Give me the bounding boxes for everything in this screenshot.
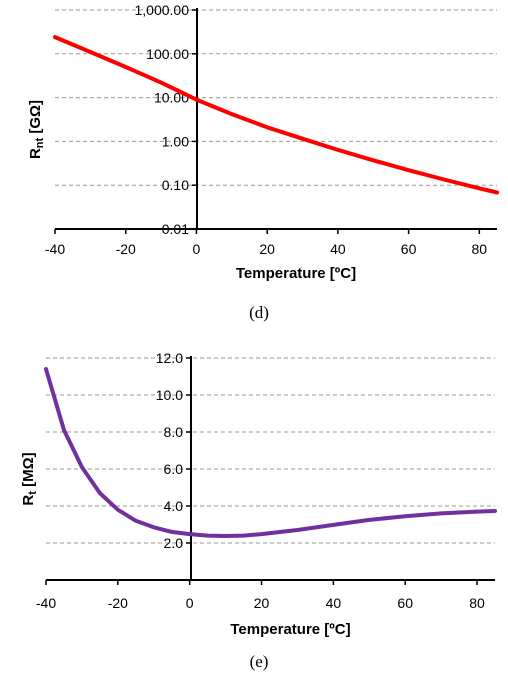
x-tick-label: -40 [45,241,65,257]
d-x-tick-labels: -40 -20 0 20 40 60 80 [45,229,487,257]
x-tick-label: 40 [330,241,346,257]
y-tick-label: 1.00 [162,133,189,149]
e-gridlines [46,357,495,544]
e-y-axis-title-sub: t [27,491,39,495]
x-tick-label: 0 [186,595,194,611]
x-tick-label: 60 [401,241,417,257]
y-tick-label: 0.01 [162,221,189,237]
d-y-axis-title: Rnt [GΩ] [27,100,46,159]
x-tick-label: 80 [472,241,488,257]
d-caption: (d) [249,303,269,322]
y-tick-label: 8.0 [164,424,184,440]
x-tick-label: 20 [259,241,275,257]
d-y-axis-title-sub: nt [34,137,46,148]
e-x-tick-labels: -40 -20 0 20 40 60 80 [36,580,485,611]
e-caption: (e) [250,652,269,671]
d-x-axis-title: Temperature [ºC] [236,265,356,282]
y-tick-label: 0.10 [162,177,189,193]
d-y-axis-title-unit: [GΩ] [27,100,44,138]
y-tick-label: 1,000.00 [135,2,190,18]
y-tick-label: 6.0 [164,461,184,477]
y-tick-label: 10.0 [156,387,183,403]
x-tick-label: -20 [116,241,136,257]
e-x-axis-title: Temperature [ºC] [230,621,350,638]
chart-e: 2.0 4.0 6.0 8.0 10.0 12.0 -40 -20 0 20 40 60 80 Tem… [20,350,497,671]
y-tick-label: 2.0 [164,535,184,551]
x-tick-label: -20 [108,595,128,611]
e-y-tick-labels: 2.0 4.0 6.0 8.0 10.0 12.0 [156,350,183,551]
y-tick-label: 4.0 [164,498,184,514]
e-y-axis-title-unit: [MΩ] [20,452,37,491]
x-tick-label: 20 [254,595,270,611]
y-tick-label: 12.0 [156,350,183,366]
y-tick-label: 100.00 [146,46,189,62]
x-tick-label: 0 [193,241,201,257]
d-series-line [53,35,499,195]
e-series-line [44,367,497,538]
x-tick-label: 80 [469,595,485,611]
d-gridlines [55,9,497,230]
e-y-axis-title: Rt [MΩ] [20,452,39,505]
x-tick-label: 40 [326,595,342,611]
x-tick-label: -40 [36,595,56,611]
e-y-axis-title-main: R [20,495,37,506]
x-tick-label: 60 [397,595,413,611]
d-y-axis-title-main: R [27,148,44,159]
